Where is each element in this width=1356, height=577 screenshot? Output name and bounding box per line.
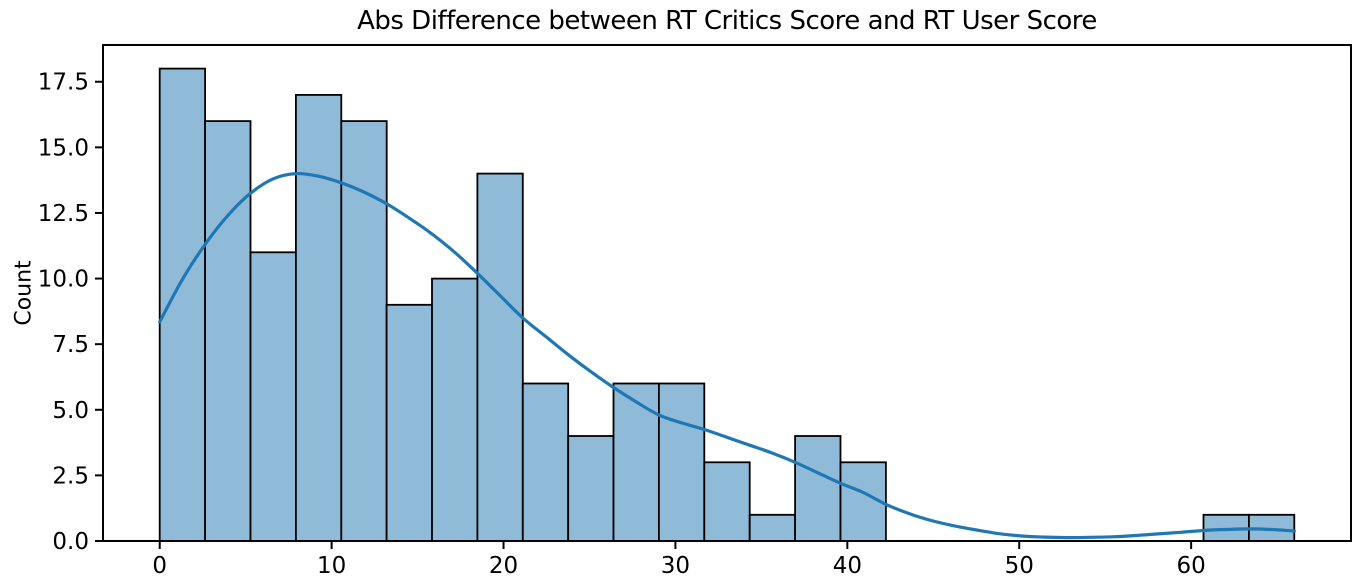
histogram-bar — [748, 513, 797, 542]
x-tick-label: 50 — [1005, 553, 1034, 577]
y-tick-label: 17.5 — [38, 70, 89, 96]
histogram-bar — [521, 382, 570, 542]
y-tick-label: 15.0 — [38, 135, 89, 161]
histogram-bar — [249, 251, 297, 542]
histogram-bar — [158, 67, 206, 542]
y-tick-label: 2.5 — [52, 463, 89, 489]
histogram-bar — [703, 461, 751, 542]
x-tick-label: 60 — [1176, 553, 1205, 577]
x-tick-label: 40 — [833, 553, 862, 577]
histogram-bar — [794, 435, 842, 542]
y-tick-label: 0.0 — [52, 529, 89, 555]
y-tick-label: 12.5 — [38, 201, 89, 227]
histogram-bar — [294, 94, 343, 542]
histogram-bar — [476, 172, 524, 542]
kde-curve — [158, 171, 1296, 540]
histogram-bar — [612, 382, 660, 542]
x-tick-label: 20 — [489, 553, 518, 577]
y-tick-label: 7.5 — [52, 332, 89, 358]
histogram-bar — [385, 303, 433, 542]
chart-title: Abs Difference between RT Critics Score … — [357, 6, 1097, 36]
histogram-bar — [204, 120, 252, 542]
plot-frame — [102, 44, 1352, 542]
y-tick-label: 5.0 — [52, 398, 89, 424]
histogram-bar — [431, 277, 479, 542]
y-tick-label: 10.0 — [38, 267, 89, 293]
x-tick-label: 10 — [317, 553, 346, 577]
x-tick-label: 0 — [152, 553, 167, 577]
x-tick-label: 30 — [661, 553, 690, 577]
histogram-bar — [567, 435, 615, 542]
histogram-bar — [658, 382, 706, 542]
